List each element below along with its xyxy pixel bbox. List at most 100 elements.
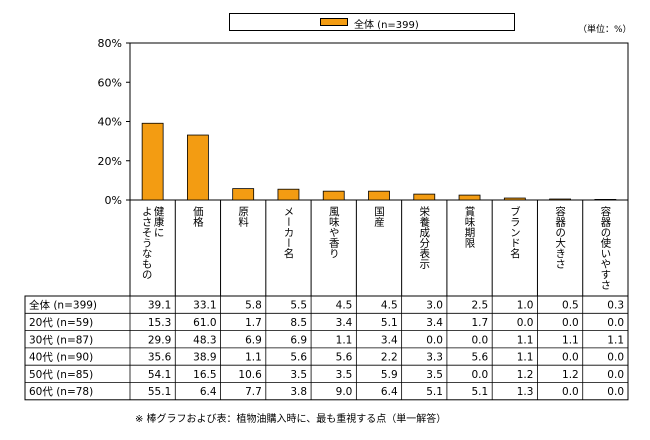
table-cell: 1.3 xyxy=(517,386,534,398)
table-row-label: 20代 (n=59) xyxy=(29,317,93,329)
bar xyxy=(187,134,209,201)
bar xyxy=(594,199,617,201)
table-cell: 3.5 xyxy=(336,369,353,381)
bar xyxy=(277,188,300,201)
table-cell: 2.2 xyxy=(381,352,398,364)
table-cell: 0.0 xyxy=(426,334,443,346)
table-cell: 6.4 xyxy=(200,386,217,398)
footnote: ※ 棒グラフおよび表：植物油購入時に、最も重視する点（単一解答） xyxy=(135,414,447,425)
y-tick-label: 20% xyxy=(98,155,122,168)
table-cell: 48.3 xyxy=(193,334,216,346)
table-cell: 10.6 xyxy=(238,369,262,381)
table-cell: 6.9 xyxy=(245,334,262,346)
table-cell: 1.7 xyxy=(245,317,262,329)
table-cell: 33.1 xyxy=(193,300,216,312)
table-cell: 5.8 xyxy=(245,300,262,312)
unit-label: （単位：%） xyxy=(578,25,632,35)
table-cell: 0.0 xyxy=(562,386,579,398)
table-cell: 0.0 xyxy=(607,386,624,398)
category-label: 容器の使いやすさ xyxy=(599,205,611,290)
bar xyxy=(232,188,255,201)
table-row-label: 60代 (n=78) xyxy=(29,386,93,398)
table-cell: 39.1 xyxy=(148,300,171,312)
table-cell: 4.5 xyxy=(381,300,398,312)
table-cell: 4.5 xyxy=(336,300,353,312)
table-cell: 1.1 xyxy=(562,334,579,346)
table-cell: 3.5 xyxy=(426,369,443,381)
table-cell: 0.3 xyxy=(607,300,624,312)
table-cell: 5.1 xyxy=(471,386,488,398)
legend-swatch xyxy=(320,18,348,26)
table-cell: 7.7 xyxy=(245,386,262,398)
table-cell: 0.5 xyxy=(562,300,579,312)
table-cell: 1.1 xyxy=(517,352,534,364)
table-cell: 61.0 xyxy=(193,317,216,329)
table-cell: 1.0 xyxy=(517,300,534,312)
table-cell: 5.1 xyxy=(426,386,443,398)
chart-legend: 全体 (n=399) xyxy=(229,13,515,31)
bar xyxy=(322,190,345,201)
table-cell: 3.0 xyxy=(426,300,443,312)
y-tick-label: 80% xyxy=(98,37,122,50)
table-cell: 1.2 xyxy=(562,369,579,381)
table-cell: 6.4 xyxy=(381,386,398,398)
table-cell: 1.1 xyxy=(336,334,353,346)
category-label: ブランド名 xyxy=(509,205,521,259)
table-cell: 5.5 xyxy=(290,300,307,312)
category-label: 容器の大きさ xyxy=(554,205,566,269)
y-tick-label: 0% xyxy=(105,194,122,207)
table-cell: 0.0 xyxy=(471,369,488,381)
bar xyxy=(141,122,164,201)
bar xyxy=(503,197,526,201)
category-label: よさそうなもの xyxy=(141,206,153,280)
bar xyxy=(368,190,390,201)
table-cell: 0.0 xyxy=(607,317,624,329)
table-row-label: 50代 (n=85) xyxy=(29,369,93,381)
table-cell: 0.0 xyxy=(562,352,579,364)
table-cell: 35.6 xyxy=(148,352,172,364)
table-cell: 0.0 xyxy=(517,317,534,329)
bar xyxy=(549,198,571,201)
table-row-label: 40代 (n=90) xyxy=(29,352,93,364)
table-cell: 5.9 xyxy=(381,369,398,381)
table-cell: 54.1 xyxy=(148,369,171,381)
table-cell: 1.7 xyxy=(471,317,488,329)
table-cell: 16.5 xyxy=(193,369,216,381)
table-cell: 3.5 xyxy=(290,369,307,381)
table-cell: 0.0 xyxy=(471,334,488,346)
bar xyxy=(413,193,436,201)
table-cell: 0.0 xyxy=(607,352,624,364)
table-row-label: 全体 (n=399) xyxy=(29,299,97,312)
table-cell: 38.9 xyxy=(193,352,216,364)
category-label: 国産 xyxy=(373,206,385,228)
table-cell: 1.1 xyxy=(245,352,262,364)
table-cell: 1.1 xyxy=(607,334,624,346)
table-cell: 29.9 xyxy=(148,334,171,346)
table-cell: 3.4 xyxy=(426,317,443,329)
category-label: 賞味期限 xyxy=(464,205,476,249)
category-label: 風味や香り xyxy=(328,206,340,259)
category-label: 栄養成分表示 xyxy=(418,205,430,269)
table-cell: 3.3 xyxy=(426,352,443,364)
y-tick-label: 60% xyxy=(98,76,122,89)
table-cell: 15.3 xyxy=(148,317,171,329)
table-row-label: 30代 (n=87) xyxy=(29,334,93,346)
table-cell: 3.8 xyxy=(290,386,307,398)
table-cell: 0.0 xyxy=(562,317,579,329)
table-cell: 6.9 xyxy=(290,334,307,346)
table-cell: 1.1 xyxy=(517,334,534,346)
table-cell: 0.0 xyxy=(607,369,624,381)
category-label: 原料 xyxy=(237,206,249,228)
table-cell: 3.4 xyxy=(336,317,353,329)
y-tick-label: 40% xyxy=(98,116,122,129)
category-label: 健康に xyxy=(153,206,165,238)
table-cell: 5.1 xyxy=(381,317,398,329)
category-label: 価格 xyxy=(192,205,204,228)
table-cell: 8.5 xyxy=(290,317,307,329)
table-cell: 9.0 xyxy=(336,386,353,398)
table-cell: 2.5 xyxy=(471,300,488,312)
bar xyxy=(458,194,481,201)
table-cell: 1.2 xyxy=(517,369,534,381)
table-cell: 55.1 xyxy=(148,386,171,398)
